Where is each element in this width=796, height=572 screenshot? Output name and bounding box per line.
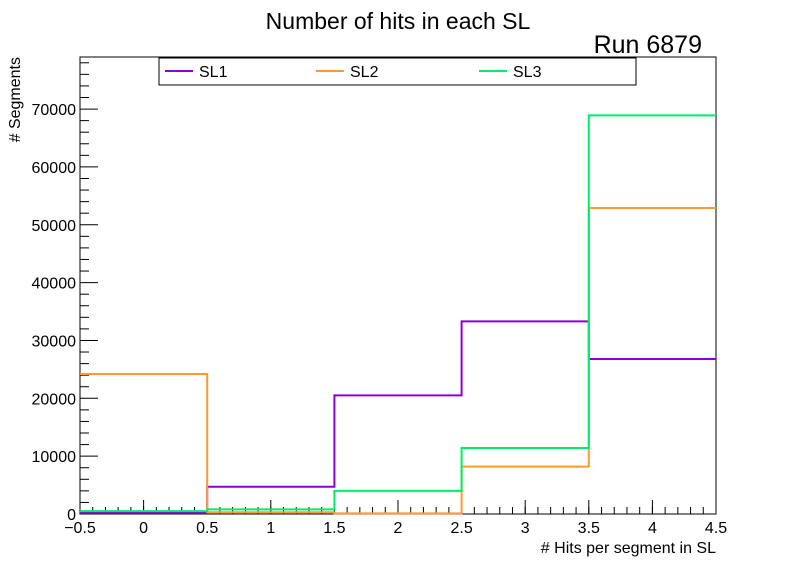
legend-label-sl1: SL1 <box>199 64 228 81</box>
legend-box <box>158 57 637 86</box>
x-tick-label: 1 <box>266 520 275 537</box>
x-tick-label: 0 <box>139 520 148 537</box>
y-tick-label: 50000 <box>32 218 77 235</box>
y-tick-label: 20000 <box>32 391 77 408</box>
x-tick-label: −0.5 <box>64 520 96 537</box>
x-tick-label: 0.5 <box>196 520 218 537</box>
x-axis: −0.5 0 0.5 1 1.5 2 2.5 3 3.5 4 4.5 <box>64 500 727 537</box>
x-tick-label: 4 <box>648 520 657 537</box>
y-tick-label: 10000 <box>32 449 77 466</box>
x-tick-label: 2.5 <box>450 520 472 537</box>
x-tick-label: 2 <box>394 520 403 537</box>
x-tick-label: 3.5 <box>578 520 600 537</box>
chart-title: Number of hits in each SL <box>266 8 531 34</box>
y-tick-label: 30000 <box>32 333 77 350</box>
series-sl1-histogram <box>80 320 716 514</box>
y-tick-label: 0 <box>67 507 76 524</box>
series-sl2-histogram <box>80 206 716 515</box>
y-tick-label: 40000 <box>32 276 77 293</box>
x-tick-label: 1.5 <box>323 520 345 537</box>
legend-label-sl2: SL2 <box>350 64 379 81</box>
x-axis-label: # Hits per segment in SL <box>541 540 716 557</box>
y-axis-label: # Segments <box>7 57 24 142</box>
legend-label-sl3: SL3 <box>513 64 542 81</box>
series-sl3-histogram <box>80 114 716 513</box>
x-tick-label: 4.5 <box>705 520 727 537</box>
y-axis: 0 10000 20000 30000 40000 50000 60000 70000 <box>32 62 98 524</box>
plot-frame <box>79 56 717 515</box>
y-tick-label: 70000 <box>32 102 77 119</box>
y-tick-label: 60000 <box>32 160 77 177</box>
x-tick-label: 3 <box>521 520 530 537</box>
legend: SL1 SL2 SL3 <box>158 57 637 86</box>
run-label: Run 6879 <box>594 31 702 59</box>
series-layer <box>80 114 716 515</box>
